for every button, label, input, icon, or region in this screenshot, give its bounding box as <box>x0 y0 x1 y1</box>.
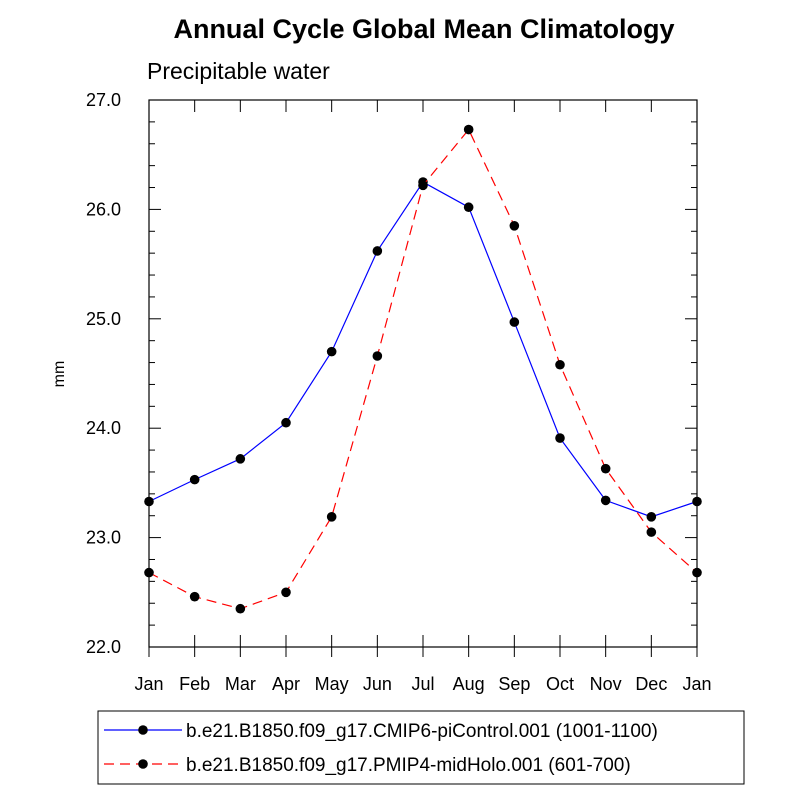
x-tick-label: Jan <box>134 674 163 694</box>
plot-area: 22.0 23.0 24.0 25.0 26.0 27.0 Jan Feb Mar Apr May J… <box>86 90 712 694</box>
legend-label-2: b.e21.B1850.f09_g17.PMIP4-midHolo.001 (6… <box>186 755 631 776</box>
series-2 <box>144 124 702 614</box>
legend: b.e21.B1850.f09_g17.CMIP6-piControl.001 … <box>97 710 745 785</box>
legend-marker-1 <box>138 725 148 735</box>
series-point <box>509 317 520 327</box>
series-point <box>600 495 611 506</box>
series-point <box>326 346 337 357</box>
series-point <box>646 527 657 537</box>
x-tick-label: Feb <box>179 674 210 694</box>
series-point <box>281 417 291 428</box>
chart-title: Annual Cycle Global Mean Climatology <box>173 14 674 44</box>
x-tick-label: Oct <box>546 674 574 694</box>
legend-marker-2 <box>138 759 148 769</box>
series-point <box>235 454 246 464</box>
y-tick-label: 24.0 <box>86 418 121 438</box>
series-point <box>281 587 291 598</box>
x-tick-label: Jan <box>682 674 711 694</box>
chart-subtitle: Precipitable water <box>147 58 330 84</box>
series-1 <box>144 177 702 522</box>
series-point <box>372 351 383 361</box>
series-point <box>646 512 657 522</box>
series-point <box>372 246 383 256</box>
series-point <box>189 474 200 485</box>
series-point <box>144 496 154 507</box>
series-point <box>189 591 200 602</box>
series-point <box>144 567 154 578</box>
x-tick-label: Nov <box>590 674 622 694</box>
y-tick-label: 22.0 <box>86 637 121 657</box>
x-tick-label: Aug <box>453 674 485 694</box>
series-point <box>463 202 474 213</box>
series-point <box>555 359 565 370</box>
series-point <box>600 463 611 474</box>
x-tick-label: Jul <box>411 674 434 694</box>
series-line <box>148 128 698 610</box>
series-point <box>463 124 474 135</box>
series-point <box>555 433 565 443</box>
series-point <box>235 603 246 614</box>
legend-label-1: b.e21.B1850.f09_g17.CMIP6-piControl.001 … <box>186 721 658 742</box>
legend-box <box>97 710 745 785</box>
series-point <box>418 180 428 191</box>
x-tick-label: Sep <box>498 674 530 694</box>
x-tick-label: May <box>315 674 349 694</box>
series-point <box>509 221 520 231</box>
y-tick-label: 25.0 <box>86 309 121 329</box>
x-tick-label: Jun <box>363 674 392 694</box>
series-point <box>692 496 702 507</box>
x-tick-label: Dec <box>635 674 667 694</box>
series-point <box>692 567 702 578</box>
x-tick-label: Apr <box>272 674 300 694</box>
y-axis-label: mm <box>51 361 68 388</box>
y-tick-label: 23.0 <box>86 528 121 548</box>
series-line <box>148 181 698 518</box>
x-tick-label: Mar <box>225 674 256 694</box>
series-point <box>326 512 337 522</box>
y-tick-label: 27.0 <box>86 90 121 110</box>
y-tick-label: 26.0 <box>86 199 121 219</box>
